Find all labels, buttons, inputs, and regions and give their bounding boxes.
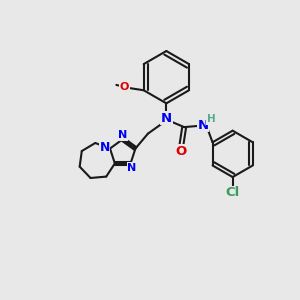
Text: N: N [197, 118, 208, 131]
Text: Cl: Cl [226, 186, 240, 199]
Text: N: N [100, 140, 110, 154]
Text: O: O [176, 145, 187, 158]
Text: N: N [161, 112, 172, 125]
Text: N: N [100, 143, 110, 153]
Text: N: N [128, 163, 137, 173]
Text: O: O [120, 82, 129, 92]
Text: N: N [118, 130, 127, 140]
Text: H: H [207, 114, 215, 124]
